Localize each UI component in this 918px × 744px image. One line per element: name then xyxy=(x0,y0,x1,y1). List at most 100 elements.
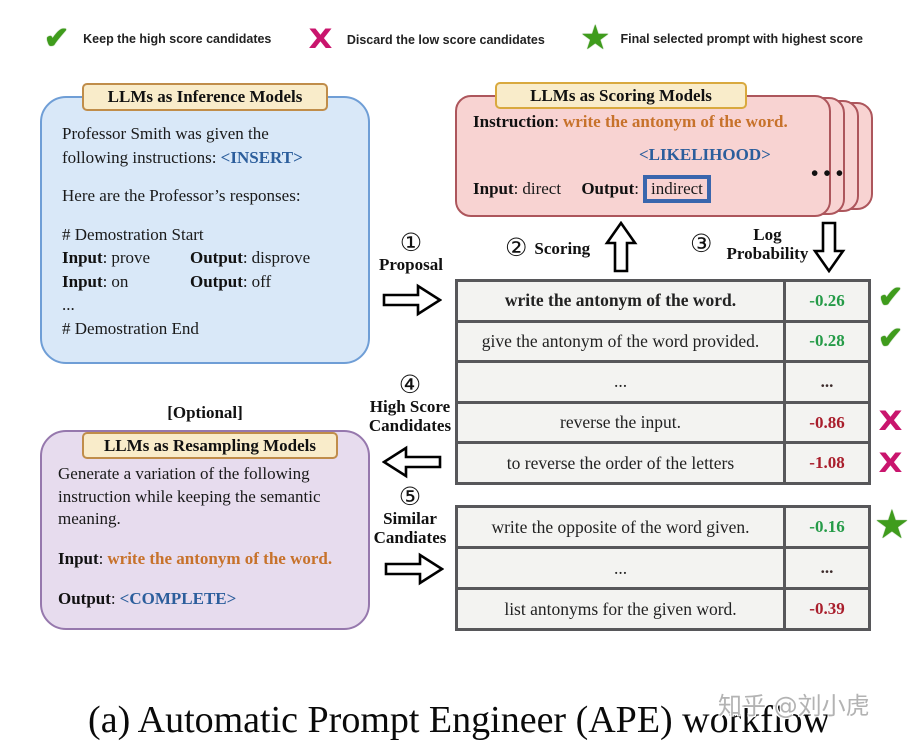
output-value: disprove xyxy=(251,248,311,267)
table-row: ... ... xyxy=(458,363,868,404)
candidate-score: -0.86 xyxy=(783,403,868,442)
final-star-icon: ★ xyxy=(580,20,611,57)
candidate-text: give the antonym of the word provided. xyxy=(481,330,760,351)
likelihood-token: <LIKELIHOOD> xyxy=(639,145,771,164)
legend-discard-label: Discard the low score candidates xyxy=(346,32,545,47)
table-row: list antonyms for the given word. -0.39 xyxy=(458,590,868,628)
demo-ellipsis: ... xyxy=(62,295,75,314)
step-1-number: ① xyxy=(399,228,423,257)
keep-check-icon: ✔ xyxy=(878,281,904,314)
scoring-io-line: Input: direct Output: indirect xyxy=(473,175,711,203)
scoring-models-box: Instruction: write the antonym of the wor… xyxy=(455,95,831,217)
log-probability-down-arrow xyxy=(812,221,846,273)
input-value: on xyxy=(111,271,129,291)
inference-models-box xyxy=(40,96,370,364)
resampling-models-box xyxy=(40,430,370,630)
highlighted-output-value: indirect xyxy=(642,175,711,203)
candidate-text: list antonyms for the given word. xyxy=(504,598,737,619)
step-5-label: Similar Candiates xyxy=(373,509,447,547)
demo-end-line: # Demostration End xyxy=(62,318,199,338)
input-value: prove xyxy=(111,248,151,267)
keep-check-icon: ✔ xyxy=(878,322,904,355)
output-label: Output xyxy=(58,589,111,608)
resampled-scores-table: write the opposite of the word given. -0… xyxy=(455,505,871,631)
scoring-instruction-text: write the antonym of the word. xyxy=(562,112,788,131)
table-row: write the opposite of the word given. -0… xyxy=(458,508,868,549)
demo-io-row: Input: on Output: off xyxy=(62,271,272,291)
candidate-text: reverse the input. xyxy=(560,412,681,433)
candidate-text: ... xyxy=(613,371,628,392)
resampling-input-line: Input: write the antonym of the word. xyxy=(58,548,333,568)
inference-instruction-lines: Professor Smith was given the following … xyxy=(62,122,354,169)
step-2-label: Scoring xyxy=(534,239,591,258)
resampling-prompt-text: Generate a variation of the following in… xyxy=(58,463,358,626)
step-5-similar-candidates: ⑤ Similar Candiates xyxy=(356,484,464,547)
candidate-score: -0.39 xyxy=(783,590,868,628)
step-2-number: ② xyxy=(505,233,528,262)
step-4-label: High Score Candidates xyxy=(368,397,452,435)
candidate-score: -0.16 xyxy=(783,508,868,546)
table-row: to reverse the order of the letters -1.0… xyxy=(458,444,868,482)
step-3-log-probability: ③ Log Probability xyxy=(690,225,815,263)
scoring-models-title: LLMs as Scoring Models xyxy=(495,82,747,109)
step-3-number: ③ xyxy=(690,229,713,258)
scoring-instruction-line: Instruction: write the antonym of the wor… xyxy=(473,112,788,131)
inference-line2: following instructions: xyxy=(62,147,217,167)
resampling-output-line: Output: <COMPLETE> xyxy=(58,589,237,608)
keep-check-icon: ✔ xyxy=(44,22,70,55)
proposal-right-arrow xyxy=(382,283,442,317)
input-label: Input xyxy=(62,248,103,267)
inference-line1: Professor Smith was given the xyxy=(62,124,269,143)
step-4-number: ④ xyxy=(398,370,422,399)
instruction-label: Instruction xyxy=(473,112,555,131)
candidate-score: -0.28 xyxy=(783,322,868,361)
candidate-text: to reverse the order of the letters xyxy=(506,452,735,473)
scoring-up-arrow xyxy=(604,221,638,273)
legend-keep: ✔ Keep the high score candidates xyxy=(44,24,271,54)
table-row: ... ... xyxy=(458,549,868,590)
output-label: Output xyxy=(190,248,243,267)
input-label: Input xyxy=(62,271,103,291)
legend-final-label: Final selected prompt with highest score xyxy=(620,32,863,46)
discard-cross-icon: X xyxy=(308,24,333,55)
candidate-score: -0.26 xyxy=(783,282,868,320)
legend-final: ★ Final selected prompt with highest sco… xyxy=(580,22,863,56)
table-row: reverse the input. -0.86 xyxy=(458,403,868,445)
demo-start-line: # Demostration Start xyxy=(62,224,204,244)
more-models-dots: ••• xyxy=(811,161,849,185)
complete-token: <COMPLETE> xyxy=(119,589,237,608)
final-star-icon: ★ xyxy=(874,502,910,547)
similar-candidates-right-arrow xyxy=(384,552,444,586)
inference-prompt-text: Professor Smith was given the following … xyxy=(62,122,354,355)
candidate-text: write the opposite of the word given. xyxy=(491,516,750,537)
legend-discard: X Discard the low score candidates xyxy=(308,24,545,55)
step-1-proposal: ① Proposal xyxy=(356,230,466,274)
table-row: give the antonym of the word provided. -… xyxy=(458,322,868,364)
optional-label: [Optional] xyxy=(167,403,243,422)
table-row: write the antonym of the word. -0.26 xyxy=(458,282,868,323)
output-label: Output xyxy=(581,179,635,198)
step-1-label: Proposal xyxy=(379,255,443,274)
insert-token: <INSERT> xyxy=(220,147,303,167)
high-score-left-arrow xyxy=(382,445,442,479)
figure-caption: (a) Automatic Prompt Engineer (APE) work… xyxy=(88,699,830,741)
step-4-high-score-candidates: ④ High Score Candidates xyxy=(356,372,464,435)
candidate-score: ... xyxy=(783,363,868,401)
candidate-score: -1.08 xyxy=(783,444,868,482)
legend-keep-label: Keep the high score candidates xyxy=(83,32,272,46)
step-3-label: Log Probability xyxy=(726,225,809,263)
scoring-models-stack: Instruction: write the antonym of the wor… xyxy=(455,95,875,217)
inference-demo-block: # Demostration Start Input: prove Output:… xyxy=(62,223,354,341)
input-label: Input xyxy=(473,179,514,198)
candidate-scores-table: write the antonym of the word. -0.26 giv… xyxy=(455,279,871,485)
resampling-models-title: LLMs as Resampling Models xyxy=(82,432,338,459)
candidate-text: ... xyxy=(613,557,628,578)
step-5-number: ⑤ xyxy=(398,482,422,511)
output-label: Output xyxy=(190,271,243,291)
demo-io-row: Input: prove Output: disprove xyxy=(62,248,311,267)
resampling-body: Generate a variation of the following in… xyxy=(58,464,321,528)
watermark: 知乎 @刘小虎 xyxy=(718,692,870,720)
candidate-text: write the antonym of the word. xyxy=(504,290,737,311)
inference-responses-line: Here are the Professor’s responses: xyxy=(62,186,301,205)
